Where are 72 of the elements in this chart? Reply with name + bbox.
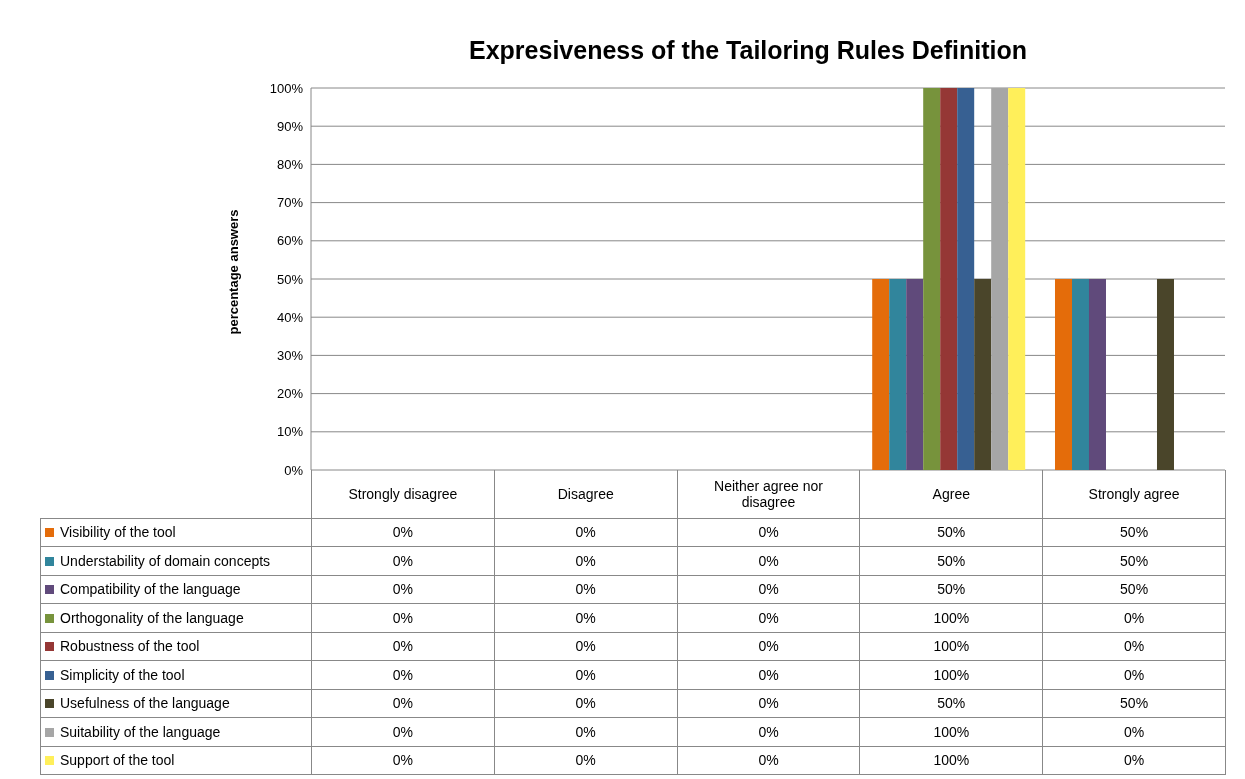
y-tick-label: 60% xyxy=(276,233,304,249)
x-tick-label: Strongly disagree xyxy=(311,470,495,518)
data-label: 100% xyxy=(859,603,1043,632)
y-tick-label: 40% xyxy=(276,309,304,325)
y-tick-label: 70% xyxy=(276,195,304,211)
legend-label: Usefulness of the language xyxy=(40,689,312,718)
data-label: 50% xyxy=(859,689,1043,718)
data-label: 0% xyxy=(677,546,860,575)
data-label: 0% xyxy=(494,717,678,746)
data-label: 0% xyxy=(311,603,495,632)
data-label: 0% xyxy=(494,660,678,689)
data-label: 0% xyxy=(311,746,495,775)
legend-label: Compatibility of the language xyxy=(40,575,312,604)
y-tick-label: 50% xyxy=(276,271,304,287)
data-label: 0% xyxy=(1042,746,1226,775)
legend-label: Simplicity of the tool xyxy=(40,660,312,689)
data-label: 0% xyxy=(677,746,860,775)
legend-label: Visibility of the tool xyxy=(40,518,312,547)
data-label: 0% xyxy=(494,689,678,718)
data-label: 0% xyxy=(677,632,860,661)
data-label: 0% xyxy=(494,518,678,547)
legend-label: Suitability of the language xyxy=(40,717,312,746)
data-label: 50% xyxy=(859,546,1043,575)
data-label: 50% xyxy=(1042,575,1226,604)
data-label: 0% xyxy=(311,660,495,689)
chart-title: Expresiveness of the Tailoring Rules Definition xyxy=(468,36,1028,65)
data-label: 0% xyxy=(494,603,678,632)
y-tick-label: 20% xyxy=(276,386,304,402)
data-label: 0% xyxy=(311,518,495,547)
data-label: 0% xyxy=(1042,660,1226,689)
y-tick-label: 100% xyxy=(269,80,304,96)
data-label: 100% xyxy=(859,632,1043,661)
x-tick-label: Neither agree nor disagree xyxy=(677,470,860,518)
data-label: 0% xyxy=(494,632,678,661)
data-label: 100% xyxy=(859,746,1043,775)
data-label: 50% xyxy=(1042,518,1226,547)
legend-label: Understability of domain concepts xyxy=(40,546,312,575)
data-label: 0% xyxy=(494,546,678,575)
y-tick-label: 0% xyxy=(284,462,304,478)
x-tick-label: Strongly agree xyxy=(1042,470,1226,518)
data-label: 0% xyxy=(677,575,860,604)
data-label: 0% xyxy=(311,689,495,718)
data-label: 0% xyxy=(677,603,860,632)
data-label: 50% xyxy=(859,575,1043,604)
data-label: 0% xyxy=(494,575,678,604)
data-label: 0% xyxy=(311,546,495,575)
legend-label: Orthogonality of the language xyxy=(40,603,312,632)
legend-label: Robustness of the tool xyxy=(40,632,312,661)
data-label: 0% xyxy=(1042,603,1226,632)
y-axis-title: percentage answers xyxy=(225,209,241,335)
legend-label: Support of the tool xyxy=(40,746,312,775)
data-label: 0% xyxy=(677,518,860,547)
data-label: 100% xyxy=(859,717,1043,746)
data-label: 0% xyxy=(677,660,860,689)
data-label: 0% xyxy=(677,689,860,718)
x-tick-label: Agree xyxy=(859,470,1043,518)
y-tick-label: 10% xyxy=(276,424,304,440)
y-tick-label: 30% xyxy=(276,348,304,364)
data-label: 0% xyxy=(1042,717,1226,746)
data-label: 0% xyxy=(311,575,495,604)
data-label: 0% xyxy=(494,746,678,775)
data-label: 0% xyxy=(311,632,495,661)
x-tick-label: Disagree xyxy=(494,470,678,518)
data-label: 0% xyxy=(1042,632,1226,661)
data-label: 0% xyxy=(677,717,860,746)
y-tick-label: 90% xyxy=(276,118,304,134)
data-label: 50% xyxy=(859,518,1043,547)
data-label: 0% xyxy=(311,717,495,746)
data-label: 50% xyxy=(1042,546,1226,575)
data-label: 50% xyxy=(1042,689,1226,718)
data-label: 100% xyxy=(859,660,1043,689)
y-tick-label: 80% xyxy=(276,157,304,173)
